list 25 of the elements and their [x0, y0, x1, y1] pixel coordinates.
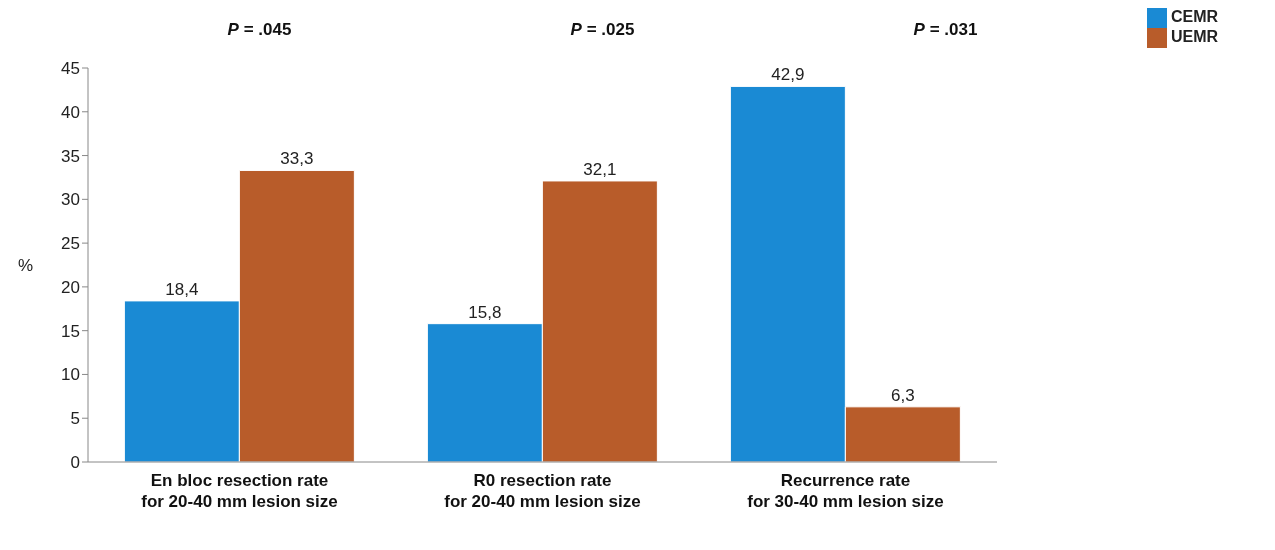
data-label: 15,8 — [468, 302, 502, 322]
text: P = .031 — [912, 20, 979, 40]
data-label: 33,3 — [280, 149, 314, 169]
text: P = .045 — [226, 20, 293, 40]
data-label: 6,3 — [891, 385, 915, 405]
y-tick-label: 15 — [61, 321, 80, 341]
y-tick-label: 45 — [61, 59, 80, 79]
y-tick-label: 0 — [70, 453, 80, 473]
x-tick-label: Recurrence rate for 30-40 mm lesion size — [747, 471, 944, 511]
text: P = .025 — [569, 20, 636, 40]
legend-label: UEMR — [1171, 28, 1219, 46]
y-tick-label: 5 — [70, 409, 80, 429]
y-tick-label: 20 — [61, 277, 80, 297]
x-tick-label: En bloc resection rate for 20-40 mm lesion size — [141, 471, 338, 511]
y-tick-label: 10 — [61, 365, 80, 385]
legend-label: CEMR — [1171, 8, 1219, 26]
data-label: 42,9 — [771, 65, 805, 85]
y-tick-label: 25 — [61, 234, 80, 254]
y-axis-title: % — [18, 256, 34, 276]
x-tick-label: R0 resection rate for 20-40 mm lesion size — [444, 471, 641, 511]
data-label: 18,4 — [165, 279, 199, 299]
y-tick-label: 35 — [61, 146, 80, 166]
data-label: 32,1 — [583, 159, 617, 179]
y-tick-label: 30 — [61, 190, 80, 210]
y-tick-label: 40 — [61, 102, 80, 122]
